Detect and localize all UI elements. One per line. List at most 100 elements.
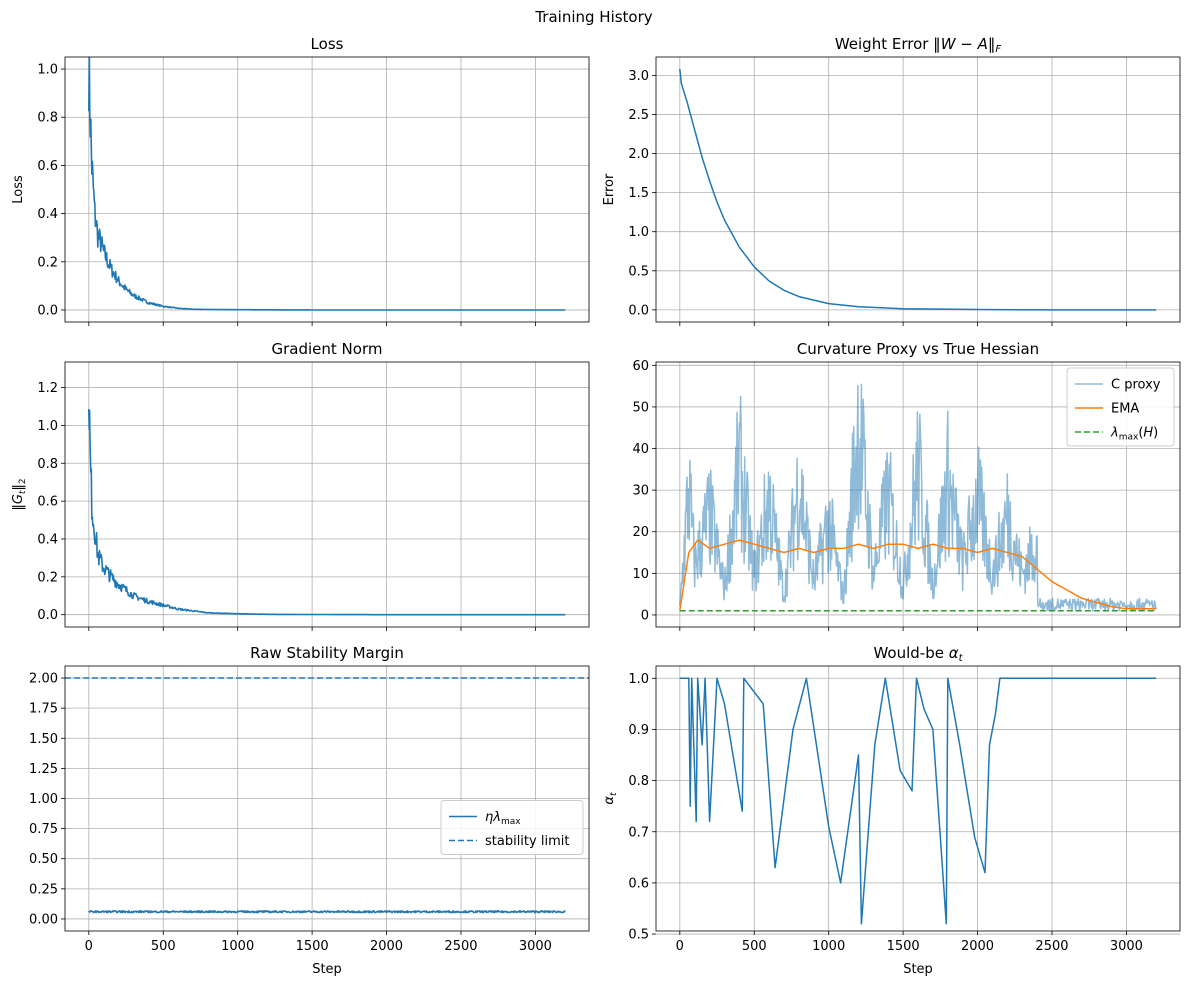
curvature-legend: C proxy EMA λmax(H) <box>1066 367 1175 447</box>
gradient-norm-ytick-label-1: 0.2 <box>37 570 58 585</box>
stability-ytick-label-7: 1.75 <box>29 702 58 717</box>
alpha-series-0 <box>679 677 1157 925</box>
loss-series-0 <box>88 57 566 311</box>
loss-ytick-label-3: 0.6 <box>37 159 58 174</box>
alpha-title: Would-be αt <box>873 644 963 664</box>
gradient-norm-ytick-label-0: 0.0 <box>37 608 58 623</box>
alpha-xtick-label-3: 1500 <box>887 939 920 954</box>
curvature-ytick-label-2: 20 <box>632 525 649 540</box>
curvature-legend-label-1: EMA <box>1111 402 1139 417</box>
alpha-ytick-label-3: 0.8 <box>628 774 649 789</box>
alpha-ytick-label-2: 0.7 <box>628 825 649 840</box>
curvature-series-1 <box>679 539 1157 611</box>
stability-legend-label-0: ηλmax <box>485 810 521 827</box>
alpha-xtick-label-6: 3000 <box>1110 939 1143 954</box>
stability-xtick-label-0: 0 <box>85 939 93 954</box>
stability-xtick-label-5: 2500 <box>444 939 477 954</box>
alpha-xtick-label-5: 2500 <box>1035 939 1068 954</box>
stability-xtick-label-4: 2000 <box>370 939 403 954</box>
curvature-series-0 <box>679 383 1157 612</box>
loss-plot-area <box>88 57 566 311</box>
stability-ytick-label-1: 0.25 <box>29 882 58 897</box>
stability-ytick-label-3: 0.75 <box>29 822 58 837</box>
curvature-ytick-label-6: 60 <box>632 359 649 374</box>
stability-xtick-label-2: 1000 <box>221 939 254 954</box>
curvature-plot-area <box>679 383 1157 612</box>
stability-ytick-label-5: 1.25 <box>29 762 58 777</box>
alpha-ytick-label-5: 1.0 <box>628 672 649 687</box>
alpha-xlabel: Step <box>903 962 933 977</box>
alpha-ytick-label-0: 0.5 <box>628 928 649 943</box>
stability-xtick-label-6: 3000 <box>519 939 552 954</box>
weight-error-ytick-label-5: 2.5 <box>628 108 649 123</box>
curvature-legend-box <box>1066 367 1175 447</box>
gradient-norm-frame <box>64 361 590 628</box>
loss-ytick-label-1: 0.2 <box>37 255 58 270</box>
weight-error-ytick-label-6: 3.0 <box>628 69 649 84</box>
weight-error-title: Weight Error ‖W − A‖F <box>835 35 1002 55</box>
loss-panel: 0.0 0.2 0.4 0.6 0.8 1.0 Loss Loss <box>11 35 590 326</box>
alpha-xtick-label-2: 1000 <box>812 939 845 954</box>
loss-frame <box>64 56 590 323</box>
stability-panel: 0 500 1000 1500 2000 2500 3000 0.00 0.25 0.50 0.75… <box>29 644 590 977</box>
alpha-plot-area <box>679 677 1157 925</box>
alpha-ylabel: αt <box>602 792 619 805</box>
alpha-ytick-label-1: 0.6 <box>628 876 649 891</box>
weight-error-panel: 0.0 0.5 1.0 1.5 2.0 2.5 3.0 Weight Error ‖W − A… <box>602 35 1181 326</box>
stability-ytick-label-4: 1.00 <box>29 792 58 807</box>
alpha-xtick-label-1: 500 <box>742 939 767 954</box>
curvature-ytick-label-1: 10 <box>632 567 649 582</box>
weight-error-plot-area <box>679 69 1157 311</box>
gradient-norm-ytick-label-6: 1.2 <box>37 381 58 396</box>
alpha-xtick-label-4: 2000 <box>961 939 994 954</box>
stability-ytick-label-8: 2.00 <box>29 672 58 687</box>
stability-xlabel: Step <box>312 962 342 977</box>
gradient-norm-panel: 0.0 0.2 0.4 0.6 0.8 1.0 1.2 Gradient Norm ‖Gt‖2 <box>11 340 590 631</box>
gradient-norm-series-0 <box>88 409 566 616</box>
gradient-norm-ylabel: ‖Gt‖2 <box>11 478 28 510</box>
curvature-ytick-label-4: 40 <box>632 442 649 457</box>
weight-error-ylabel: Error <box>602 173 617 205</box>
figure-suptitle: Training History <box>534 8 652 26</box>
weight-error-ytick-label-0: 0.0 <box>628 303 649 318</box>
stability-ytick-label-2: 0.50 <box>29 852 58 867</box>
alpha-xtick-label-0: 0 <box>676 939 684 954</box>
stability-ytick-label-0: 0.00 <box>29 912 58 927</box>
curvature-ytick-label-5: 50 <box>632 400 649 415</box>
stability-xtick-label-3: 1500 <box>296 939 329 954</box>
alpha-ytick-label-4: 0.9 <box>628 723 649 738</box>
weight-error-ytick-label-4: 2.0 <box>628 147 649 162</box>
gradient-norm-title: Gradient Norm <box>272 340 383 358</box>
gradient-norm-ytick-label-4: 0.8 <box>37 457 58 472</box>
gradient-norm-plot-area <box>88 409 566 616</box>
alpha-panel: 0 500 1000 1500 2000 2500 3000 0.5 0.6 0.7 0.8 0.9 1… <box>602 644 1181 977</box>
stability-legend: ηλmax stability limit <box>440 800 584 855</box>
gradient-norm-ytick-label-5: 1.0 <box>37 419 58 434</box>
curvature-legend-label-2: λmax(H) <box>1110 426 1158 443</box>
loss-ytick-label-2: 0.4 <box>37 207 58 222</box>
loss-ylabel: Loss <box>11 175 26 204</box>
gradient-norm-ytick-label-2: 0.4 <box>37 532 58 547</box>
curvature-ytick-label-0: 0 <box>641 608 649 623</box>
stability-ytick-label-6: 1.50 <box>29 732 58 747</box>
stability-title: Raw Stability Margin <box>250 644 404 662</box>
gradient-norm-ytick-label-3: 0.6 <box>37 495 58 510</box>
weight-error-ytick-label-2: 1.0 <box>628 225 649 240</box>
weight-error-ytick-label-3: 1.5 <box>628 186 649 201</box>
curvature-frame <box>655 361 1181 628</box>
loss-ytick-label-5: 1.0 <box>37 63 58 78</box>
alpha-frame <box>655 665 1181 932</box>
loss-ytick-label-4: 0.8 <box>37 111 58 126</box>
weight-error-ytick-label-1: 0.5 <box>628 264 649 279</box>
weight-error-series-0 <box>679 69 1157 311</box>
stability-plot-area <box>65 677 589 914</box>
curvature-panel: 0 10 20 30 40 50 60 Curvature Proxy vs True Hes… <box>632 340 1181 631</box>
curvature-title: Curvature Proxy vs True Hessian <box>797 340 1039 358</box>
curvature-legend-label-0: C proxy <box>1111 378 1161 393</box>
stability-legend-label-1: stability limit <box>485 834 569 849</box>
loss-title: Loss <box>311 35 344 53</box>
curvature-ytick-label-3: 30 <box>632 484 649 499</box>
loss-ytick-label-0: 0.0 <box>37 303 58 318</box>
weight-error-frame <box>655 56 1181 323</box>
